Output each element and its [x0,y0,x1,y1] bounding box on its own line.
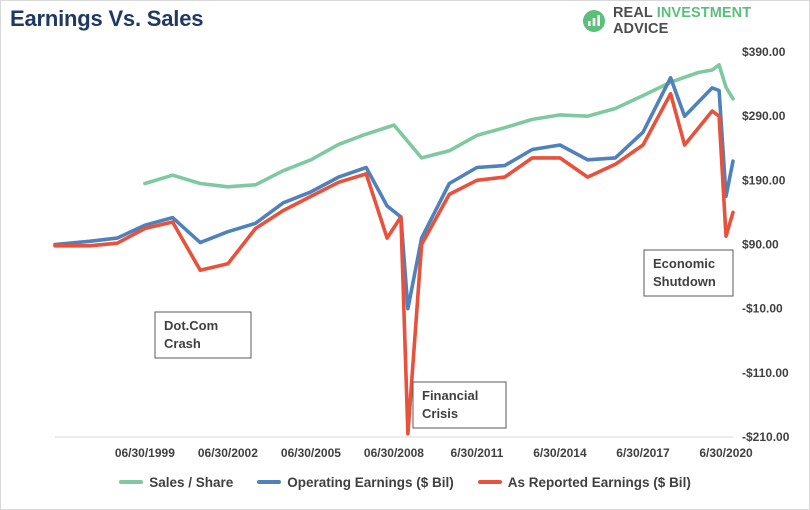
y-tick-label: -$210.00 [742,430,790,444]
brand-name-primary: REAL [612,5,657,21]
legend-label-operating: Operating Earnings ($ Bil) [287,474,454,490]
x-tick-label: 06/30/2008 [364,446,424,460]
x-tick-label: 6/30/2017 [616,446,670,460]
legend-label-sales: Sales / Share [149,474,234,490]
brand-name: REAL INVESTMENT ADVICE [613,5,810,37]
x-tick-label: 6/30/2011 [451,446,504,460]
annotation-box [412,381,507,429]
series-line-reported-earnings [53,91,735,436]
legend-swatch-sales [119,480,144,484]
legend-label-reported: As Reported Earnings ($ Bil) [507,474,691,490]
x-tick-label: 6/30/2014 [533,446,587,460]
series-line-sales-per-share [143,63,735,189]
legend-item-reported: As Reported Earnings ($ Bil) [477,474,691,490]
chart-area: Dot.Com Crash Financial Crisis Economic Shutd… [53,45,790,460]
legend-item-operating: Operating Earnings ($ Bil) [257,475,454,490]
y-tick-label: $390.00 [742,45,786,59]
x-tick-label: 06/30/2005 [281,446,341,460]
y-axis-ticks: $390.00 $290.00 $190.00 $90.00 -$10.00 -$110.… [742,45,790,444]
legend-swatch-operating [257,480,282,484]
chart-title: Earnings Vs. Sales [10,6,204,31]
annotation-text: Crash [164,336,201,351]
annotation-dotcom: Dot.Com Crash [154,311,252,359]
legend: Sales / Share Operating Earnings ($ Bil)… [0,470,810,494]
annotation-text: Shutdown [653,274,716,289]
annotation-text: Dot.Com [164,318,218,333]
y-tick-label: $90.00 [742,238,779,252]
annotation-box [643,249,734,297]
x-tick-label: 06/30/1999 [115,446,175,460]
x-tick-label: 06/30/2002 [198,446,258,460]
annotation-shutdown: Economic Shutdown [643,249,734,297]
brand-name-accent: INVESTMENT [656,5,752,21]
brand-name-secondary: ADVICE [612,21,669,37]
annotation-text: Financial [422,388,478,403]
y-tick-label: -$110.00 [742,366,789,380]
series-layer [53,63,735,436]
annotation-layer: Dot.Com Crash Financial Crisis Economic Shutd… [154,249,734,429]
x-tick-label: 6/30/2020 [699,446,753,460]
y-tick-label: -$10.00 [742,302,783,316]
brand: REAL INVESTMENT ADVICE [583,5,810,37]
annotation-text: Crisis [422,406,458,421]
annotation-financial: Financial Crisis [412,381,507,429]
chart-logo-icon [583,10,605,32]
legend-item-sales: Sales / Share [119,475,233,490]
annotation-text: Economic [653,256,715,271]
legend-swatch-reported [477,480,502,484]
x-axis-ticks: 06/30/1999 06/30/2002 06/30/2005 06/30/2008… [115,446,753,460]
series-line-operating-earnings [53,75,735,311]
y-tick-label: $290.00 [742,109,786,123]
y-tick-label: $190.00 [742,173,786,187]
annotation-box [154,311,252,359]
